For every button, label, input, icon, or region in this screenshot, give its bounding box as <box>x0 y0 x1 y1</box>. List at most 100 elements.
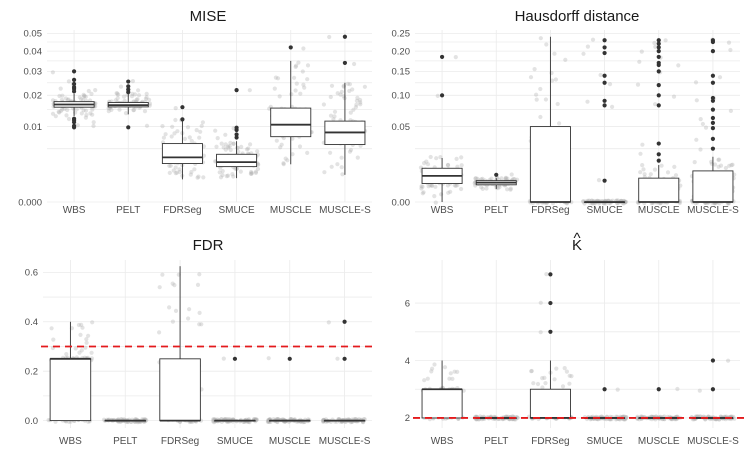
jitter-point <box>294 81 299 86</box>
outlier-point <box>710 115 716 121</box>
jitter-point <box>353 105 358 110</box>
jitter-point <box>641 167 646 172</box>
chart-title: FDR <box>193 237 224 254</box>
x-tick-label: FDRSeg <box>531 205 569 216</box>
y-tick-label: 0.00 <box>392 197 411 208</box>
jitter-point <box>66 79 71 84</box>
jitter-point <box>167 305 172 310</box>
x-tick-label: PELT <box>113 436 137 447</box>
jitter-point <box>672 164 677 169</box>
jitter-point <box>170 124 175 129</box>
jitter-point <box>231 141 236 146</box>
jitter-point <box>62 106 67 111</box>
jitter-point <box>177 169 182 175</box>
jitter-point <box>439 192 444 197</box>
jitter-point <box>345 81 350 86</box>
outlier-point <box>710 80 716 85</box>
y-tick-label: 0.02 <box>24 91 43 102</box>
jitter-point <box>221 356 226 361</box>
jitter-point <box>445 183 450 188</box>
y-tick-label: 0.4 <box>25 317 38 328</box>
jitter-point <box>84 112 89 118</box>
outlier-point <box>494 172 499 177</box>
outlier-point <box>710 146 716 151</box>
jitter-point <box>459 163 464 168</box>
jitter-point <box>244 147 250 152</box>
jitter-point <box>168 163 173 168</box>
jitter-point <box>83 345 88 350</box>
outlier-point <box>439 93 445 98</box>
jitter-point <box>452 369 457 374</box>
jitter-point <box>167 170 172 175</box>
jitter-point <box>248 171 253 176</box>
x-tick-label: MUSCLE-S <box>687 205 739 216</box>
jitter-point <box>332 114 337 119</box>
jitter-point <box>569 374 574 379</box>
jitter-point <box>480 186 485 191</box>
jitter-point <box>88 111 93 116</box>
jitter-point <box>115 91 120 96</box>
outlier-point <box>656 83 661 88</box>
jitter-point <box>213 128 218 133</box>
jitter-point <box>89 350 94 355</box>
jitter-point <box>535 381 541 387</box>
jitter-point <box>198 129 203 134</box>
jitter-point <box>59 97 64 102</box>
jitter-point <box>329 83 335 88</box>
jitter-point <box>550 78 555 83</box>
outlier-point <box>71 123 77 128</box>
jitter-point <box>610 104 615 109</box>
outlier-point <box>342 319 347 324</box>
jitter-point <box>495 186 500 191</box>
jitter-point <box>445 162 451 168</box>
y-tick-label: 0.10 <box>392 91 411 102</box>
jitter-point <box>46 418 51 423</box>
outlier-point <box>126 84 131 89</box>
jitter-point <box>91 120 96 125</box>
jitter-point <box>201 175 206 180</box>
x-tick-label: WBS <box>63 205 86 216</box>
jitter-point <box>157 330 162 335</box>
jitter-point <box>249 170 255 176</box>
jitter-point <box>239 144 244 149</box>
jitter-point <box>459 186 464 192</box>
jitter-point <box>236 149 241 154</box>
jitter-point <box>187 135 192 140</box>
jitter-point <box>219 141 224 146</box>
panel-3: 2 4 6 WBS PELT FDRSeg SMUCE MUSCLE MUSCLE-S K^ <box>405 230 744 447</box>
jitter-point <box>223 142 228 147</box>
jitter-point <box>172 131 177 136</box>
outlier-point <box>71 69 77 74</box>
chart-title: Hausdorff distance <box>515 8 640 25</box>
jitter-point <box>305 63 311 68</box>
x-tick-label: WBS <box>59 436 82 447</box>
jitter-point <box>289 92 294 97</box>
jitter-point <box>136 88 141 93</box>
jitter-point <box>697 388 702 393</box>
y-tick-label: 4 <box>405 356 410 367</box>
x-tick-label: SMUCE <box>587 436 623 447</box>
jitter-point <box>675 386 680 392</box>
y-tick-label: 0.15 <box>392 67 411 78</box>
jitter-point <box>338 92 343 97</box>
jitter-point <box>347 82 352 87</box>
jitter-point <box>552 51 557 56</box>
x-tick-label: SMUCE <box>217 436 253 447</box>
jitter-point <box>56 109 61 114</box>
jitter-point <box>77 95 82 100</box>
box <box>161 143 203 164</box>
jitter-point <box>453 183 458 188</box>
jitter-point <box>531 381 536 386</box>
jitter-point <box>122 98 127 103</box>
jitter-point <box>265 419 270 424</box>
jitter-point <box>65 98 70 103</box>
jitter-point <box>638 151 643 156</box>
jitter-point <box>448 371 453 376</box>
jitter-point <box>292 75 297 80</box>
jitter-point <box>255 149 260 154</box>
x-tick-label: MUSCLE <box>638 205 680 216</box>
jitter-point <box>60 107 65 112</box>
box <box>49 358 92 422</box>
x-tick-label: FDRSeg <box>531 436 569 447</box>
jitter-point <box>79 348 84 353</box>
